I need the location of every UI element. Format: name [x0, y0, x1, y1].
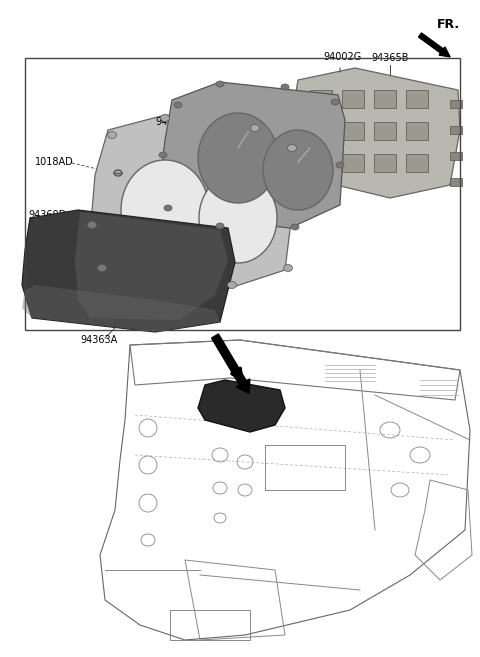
Text: 94120A: 94120A [155, 117, 192, 127]
Bar [406, 122, 428, 140]
FancyArrow shape [212, 334, 250, 394]
Ellipse shape [97, 265, 107, 271]
Ellipse shape [284, 265, 292, 271]
Ellipse shape [108, 131, 117, 139]
Polygon shape [22, 285, 220, 332]
Bar [450, 178, 462, 186]
Ellipse shape [114, 170, 122, 176]
Bar [406, 154, 428, 172]
Ellipse shape [263, 130, 333, 210]
Polygon shape [198, 380, 285, 432]
Ellipse shape [174, 102, 182, 108]
Bar [282, 161, 294, 169]
Polygon shape [75, 212, 228, 320]
Bar [310, 90, 332, 108]
Bar [25, 58, 460, 330]
Polygon shape [288, 68, 460, 198]
Ellipse shape [199, 173, 277, 263]
Bar [310, 122, 332, 140]
Bar [170, 610, 250, 640]
Bar [310, 154, 332, 172]
Polygon shape [90, 115, 298, 288]
Bar [282, 133, 294, 141]
Ellipse shape [281, 84, 289, 90]
Ellipse shape [228, 281, 237, 288]
Ellipse shape [216, 223, 224, 229]
Ellipse shape [331, 99, 339, 105]
Bar [374, 122, 396, 140]
Ellipse shape [288, 145, 297, 152]
Bar [374, 154, 396, 172]
Ellipse shape [291, 224, 299, 230]
Bar [282, 105, 294, 113]
Ellipse shape [336, 162, 344, 168]
Ellipse shape [164, 205, 172, 211]
Ellipse shape [160, 114, 169, 122]
Text: 94365B: 94365B [371, 53, 409, 63]
Bar [265, 445, 345, 490]
Polygon shape [22, 210, 235, 332]
Text: 94360D: 94360D [28, 210, 66, 220]
Text: 1018AD: 1018AD [35, 157, 74, 167]
Bar [406, 90, 428, 108]
Ellipse shape [159, 152, 167, 158]
Ellipse shape [198, 113, 278, 203]
Bar [450, 126, 462, 134]
Bar [450, 100, 462, 108]
Polygon shape [160, 82, 345, 228]
Bar [450, 152, 462, 160]
Ellipse shape [251, 124, 260, 131]
Ellipse shape [121, 160, 209, 260]
FancyArrow shape [419, 33, 450, 57]
Ellipse shape [87, 221, 96, 229]
Text: 94002G: 94002G [323, 52, 361, 62]
Bar [342, 90, 364, 108]
Bar [342, 122, 364, 140]
Text: FR.: FR. [437, 18, 460, 31]
Text: 94363A: 94363A [80, 335, 117, 345]
Bar [374, 90, 396, 108]
Ellipse shape [216, 81, 224, 87]
Bar [342, 154, 364, 172]
